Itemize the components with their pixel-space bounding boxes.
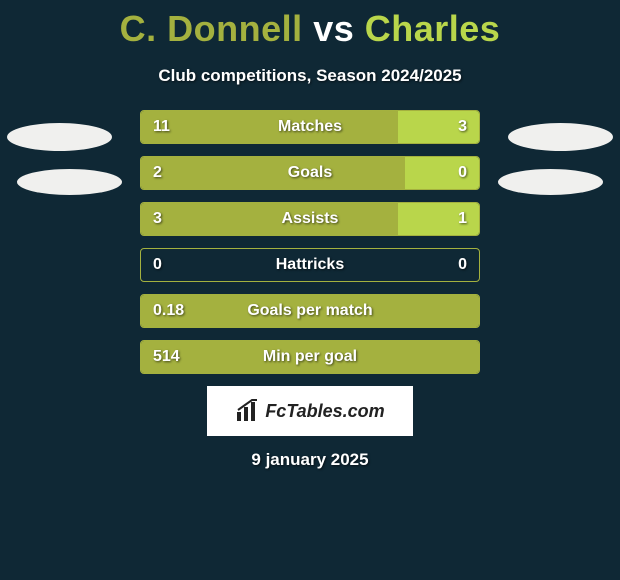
stat-label: Min per goal (141, 341, 479, 373)
stat-row: 514Min per goal (140, 340, 480, 374)
stat-row: 31Assists (140, 202, 480, 236)
title-player2: Charles (365, 8, 501, 49)
player2-avatar-icon (508, 123, 613, 151)
date-text: 9 january 2025 (0, 450, 620, 470)
stat-row: 20Goals (140, 156, 480, 190)
stat-label: Goals per match (141, 295, 479, 327)
stat-row: 113Matches (140, 110, 480, 144)
stat-row: 00Hattricks (140, 248, 480, 282)
player1-avatar-icon (7, 123, 112, 151)
stat-label: Matches (141, 111, 479, 143)
stat-label: Hattricks (141, 249, 479, 281)
chart-icon (235, 399, 259, 423)
stat-label: Assists (141, 203, 479, 235)
stat-bars: 113Matches 20Goals 31Assists 00Hattricks 0.1… (140, 110, 480, 374)
comparison-chart: 113Matches 20Goals 31Assists 00Hattricks 0.1… (0, 110, 620, 374)
player2-team-avatar-icon (498, 169, 603, 195)
title-player1: C. Donnell (120, 8, 303, 49)
stat-label: Goals (141, 157, 479, 189)
stat-row: 0.18Goals per match (140, 294, 480, 328)
logo-text: FcTables.com (265, 401, 384, 422)
fctables-logo: FcTables.com (207, 386, 413, 436)
page-title: C. Donnell vs Charles (0, 0, 620, 50)
player1-team-avatar-icon (17, 169, 122, 195)
title-vs: vs (313, 8, 354, 49)
subtitle: Club competitions, Season 2024/2025 (0, 66, 620, 86)
